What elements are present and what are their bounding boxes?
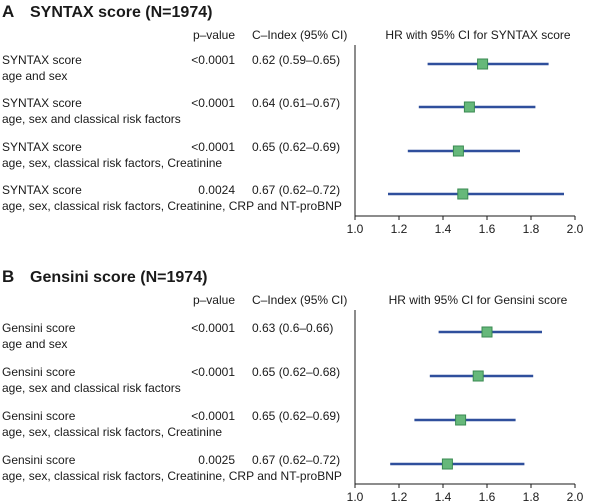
row-label-score: SYNTAX score [2,96,82,110]
hr-point-estimate [441,458,453,470]
hr-point-estimate [457,188,469,200]
row-label-score: Gensini score [2,409,76,423]
x-tick-label: 2.0 [567,222,584,236]
x-tick-label: 1.4 [435,490,452,503]
p-value-header: p–value [193,28,235,42]
p-value: <0.0001 [191,140,235,154]
x-tick-label: 1.6 [479,490,496,503]
row-label-adjustment: age, sex, classical risk factors, Creati… [2,156,222,170]
x-tick-label: 2.0 [567,490,584,503]
row-label-score: Gensini score [2,321,76,335]
row-label-adjustment: age, sex and classical risk factors [2,381,181,395]
x-tick-label: 1.0 [347,222,364,236]
x-tick-label: 1.4 [435,222,452,236]
row-label-score: SYNTAX score [2,140,82,154]
p-value: <0.0001 [191,321,235,335]
x-tick-label: 1.8 [523,222,540,236]
row-label-score: SYNTAX score [2,183,82,197]
p-value: 0.0025 [198,453,235,467]
hr-point-estimate [472,370,484,382]
row-label-adjustment: age and sex [2,337,67,351]
c-index-header: C–Index (95% CI) [252,293,347,307]
panel-letter: A [2,2,14,21]
c-index-value: 0.67 (0.62–0.72) [252,453,340,467]
hr-plot-header: HR with 95% CI for SYNTAX score [385,28,570,42]
p-value: <0.0001 [191,365,235,379]
c-index-value: 0.62 (0.59–0.65) [252,53,340,67]
row-label-score: Gensini score [2,365,76,379]
p-value-header: p–value [193,293,235,307]
row-label-adjustment: age, sex, classical risk factors, Creati… [2,425,222,439]
c-index-value: 0.65 (0.62–0.69) [252,409,340,423]
p-value: 0.0024 [198,183,235,197]
x-tick-label: 1.2 [391,490,408,503]
x-tick-label: 1.2 [391,222,408,236]
p-value: <0.0001 [191,96,235,110]
hr-point-estimate [455,414,467,426]
x-tick-label: 1.6 [479,222,496,236]
row-label-adjustment: age, sex, classical risk factors, Creati… [2,469,342,483]
hr-plot-header: HR with 95% CI for Gensini score [389,293,568,307]
c-index-value: 0.63 (0.6–0.66) [252,321,333,335]
hr-point-estimate [481,326,493,338]
p-value: <0.0001 [191,409,235,423]
row-label-adjustment: age, sex and classical risk factors [2,112,181,126]
x-tick-label: 1.0 [347,490,364,503]
c-index-value: 0.67 (0.62–0.72) [252,183,340,197]
panel-title: Gensini score (N=1974) [30,269,207,286]
c-index-value: 0.65 (0.62–0.69) [252,140,340,154]
row-label-score: SYNTAX score [2,53,82,67]
hr-point-estimate [477,58,489,70]
p-value: <0.0001 [191,53,235,67]
x-tick-label: 1.8 [523,490,540,503]
panel-letter: B [2,267,14,286]
panel-title: SYNTAX score (N=1974) [30,4,212,21]
c-index-header: C–Index (95% CI) [252,28,347,42]
row-label-score: Gensini score [2,453,76,467]
c-index-value: 0.64 (0.61–0.67) [252,96,340,110]
hr-point-estimate [452,145,464,157]
row-label-adjustment: age and sex [2,69,67,83]
hr-point-estimate [463,101,475,113]
row-label-adjustment: age, sex, classical risk factors, Creati… [2,199,342,213]
c-index-value: 0.65 (0.62–0.68) [252,365,340,379]
